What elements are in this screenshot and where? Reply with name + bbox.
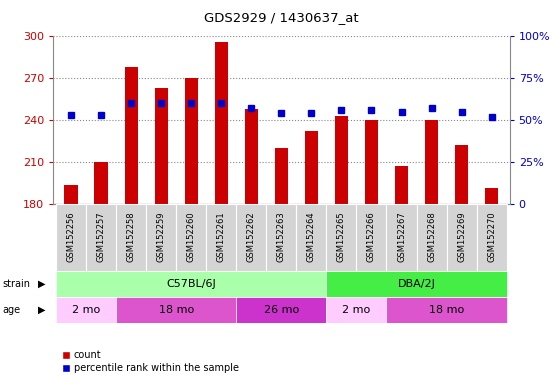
- Text: 18 mo: 18 mo: [429, 305, 464, 315]
- Bar: [296, 204, 326, 271]
- Text: GSM152256: GSM152256: [67, 212, 76, 262]
- Bar: [64, 185, 78, 204]
- Text: GSM152258: GSM152258: [127, 212, 136, 262]
- Text: GSM152269: GSM152269: [457, 212, 466, 262]
- Text: GDS2929 / 1430637_at: GDS2929 / 1430637_at: [204, 12, 359, 25]
- Text: GSM152262: GSM152262: [247, 212, 256, 262]
- Bar: [116, 204, 146, 271]
- Bar: [56, 297, 116, 323]
- Text: GSM152259: GSM152259: [157, 212, 166, 262]
- Text: ▶: ▶: [39, 279, 46, 289]
- Text: ▶: ▶: [39, 305, 46, 315]
- Text: GSM152257: GSM152257: [97, 212, 106, 262]
- Bar: [56, 271, 326, 297]
- Bar: [326, 204, 357, 271]
- Bar: [236, 297, 326, 323]
- Bar: [485, 188, 498, 204]
- Bar: [446, 204, 477, 271]
- Text: strain: strain: [3, 279, 31, 289]
- Bar: [185, 78, 198, 204]
- Text: GSM152264: GSM152264: [307, 212, 316, 262]
- Bar: [176, 204, 206, 271]
- Text: GSM152263: GSM152263: [277, 212, 286, 263]
- Bar: [357, 204, 386, 271]
- Bar: [326, 297, 386, 323]
- Text: 2 mo: 2 mo: [72, 305, 100, 315]
- Text: GSM152261: GSM152261: [217, 212, 226, 262]
- Bar: [56, 204, 86, 271]
- Text: GSM152260: GSM152260: [187, 212, 196, 262]
- Bar: [305, 131, 318, 204]
- Text: age: age: [3, 305, 21, 315]
- Text: 18 mo: 18 mo: [158, 305, 194, 315]
- Bar: [206, 204, 236, 271]
- Bar: [155, 88, 168, 204]
- Bar: [267, 204, 296, 271]
- Bar: [455, 145, 468, 204]
- Text: GSM152268: GSM152268: [427, 212, 436, 263]
- Legend: count, percentile rank within the sample: count, percentile rank within the sample: [58, 346, 242, 377]
- Text: 2 mo: 2 mo: [342, 305, 371, 315]
- Text: C57BL/6J: C57BL/6J: [166, 279, 216, 289]
- Bar: [417, 204, 446, 271]
- Bar: [395, 166, 408, 204]
- Bar: [335, 116, 348, 204]
- Bar: [386, 204, 417, 271]
- Bar: [326, 271, 507, 297]
- Bar: [116, 297, 236, 323]
- Bar: [274, 148, 288, 204]
- Bar: [146, 204, 176, 271]
- Bar: [95, 162, 108, 204]
- Bar: [425, 120, 438, 204]
- Text: GSM152267: GSM152267: [397, 212, 406, 263]
- Bar: [214, 42, 228, 204]
- Bar: [477, 204, 507, 271]
- Text: GSM152270: GSM152270: [487, 212, 496, 262]
- Text: DBA/2J: DBA/2J: [398, 279, 436, 289]
- Bar: [245, 109, 258, 204]
- Text: 26 mo: 26 mo: [264, 305, 299, 315]
- Bar: [365, 120, 378, 204]
- Bar: [124, 67, 138, 204]
- Bar: [86, 204, 116, 271]
- Text: GSM152266: GSM152266: [367, 212, 376, 263]
- Bar: [386, 297, 507, 323]
- Text: GSM152265: GSM152265: [337, 212, 346, 262]
- Bar: [236, 204, 267, 271]
